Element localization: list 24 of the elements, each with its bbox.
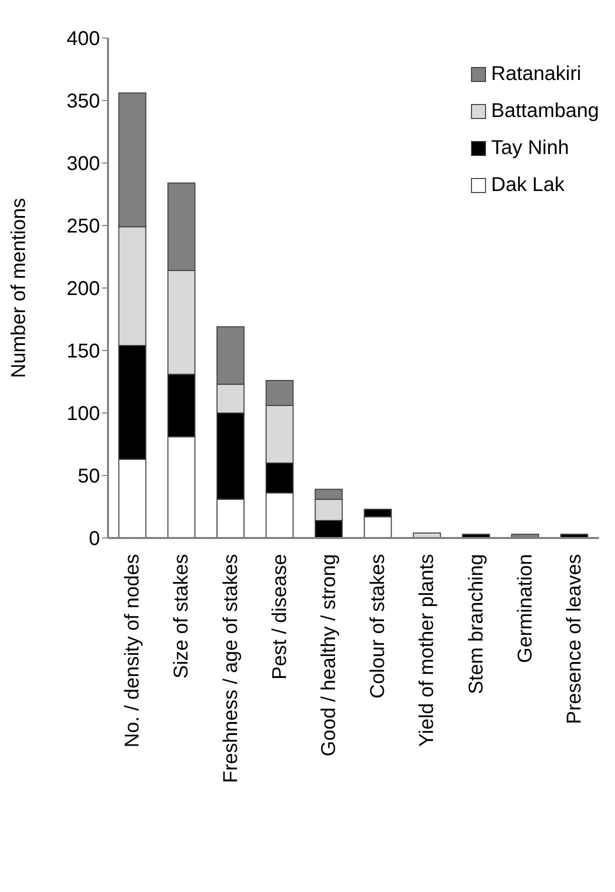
y-tick-label: 200 bbox=[66, 278, 100, 300]
x-tick-label: No. / density of nodes bbox=[122, 554, 144, 748]
legend-label: Ratanakiri bbox=[491, 63, 582, 86]
legend-label: Dak Lak bbox=[491, 174, 565, 197]
y-tick-label: 100 bbox=[66, 403, 100, 426]
y-axis-title: Number of mentions bbox=[8, 198, 30, 378]
y-tick-label: 400 bbox=[66, 28, 100, 50]
y-tick-label: 50 bbox=[78, 466, 100, 488]
y-tick-label: 300 bbox=[66, 153, 100, 176]
y-tick-label: 350 bbox=[66, 90, 100, 113]
legend-label: Battambang bbox=[491, 100, 599, 123]
x-tick-label: Size of stakes bbox=[170, 554, 193, 679]
x-tick-label: Germination bbox=[514, 554, 536, 663]
x-tick-label: Freshness / age of stakes bbox=[220, 554, 242, 784]
y-tick-label: 0 bbox=[88, 528, 100, 550]
x-tick-label: Stem branching bbox=[465, 554, 488, 694]
x-tick-label: Good / healthy / strong bbox=[318, 554, 340, 756]
x-tick-label: Pest / disease bbox=[268, 554, 291, 680]
y-tick-label: 150 bbox=[66, 340, 100, 363]
x-tick-label: Presence of leaves bbox=[563, 554, 586, 724]
y-tick-label: 250 bbox=[66, 216, 100, 238]
legend-label: Tay Ninh bbox=[491, 137, 569, 160]
x-tick-label: Yield of mother plants bbox=[416, 554, 438, 747]
x-tick-label: Colour of stakes bbox=[367, 554, 390, 699]
